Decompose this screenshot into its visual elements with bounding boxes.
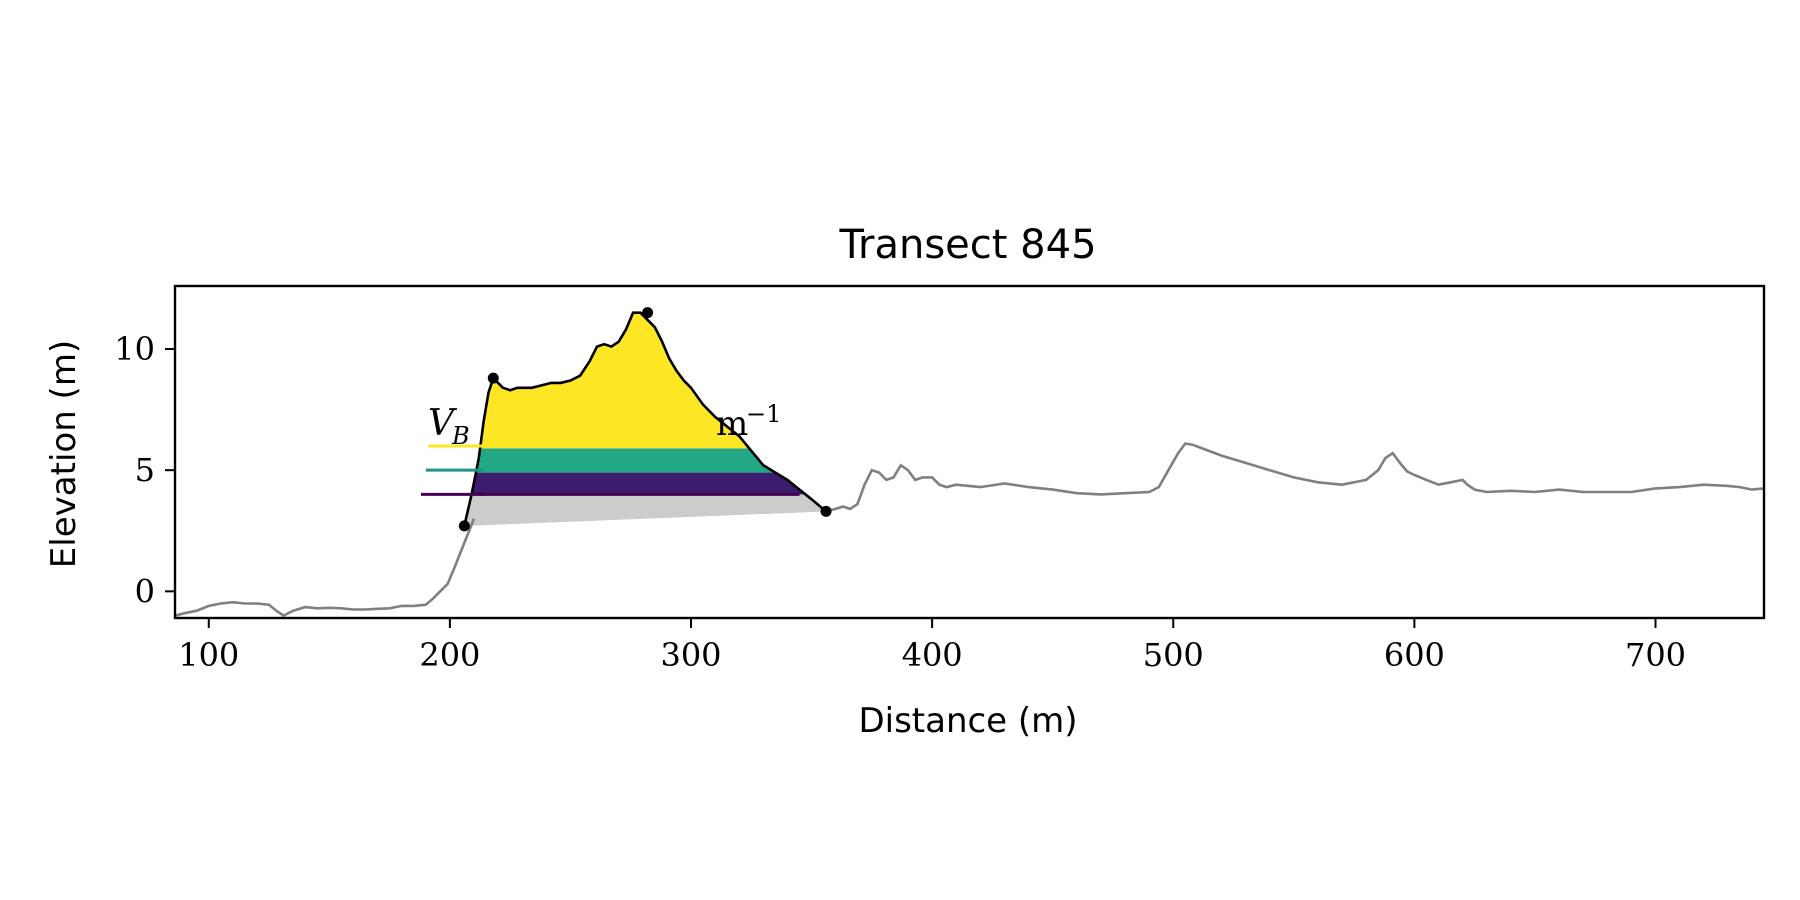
dune-point-0 (458, 520, 470, 532)
y-tick-label-2: 10 (114, 330, 155, 368)
x-tick-label-4: 500 (1143, 636, 1204, 674)
y-tick-label-1: 5 (135, 451, 155, 489)
annotation-unit-exponent: −1 (746, 400, 781, 428)
profile-line-right (825, 442, 1764, 513)
dune-point-3 (820, 505, 832, 517)
dune-outline (463, 311, 827, 527)
x-tick-label-3: 400 (902, 636, 963, 674)
y-tick-label-0: 0 (135, 572, 155, 610)
x-axis-label: Distance (m) (858, 701, 1077, 741)
dune-point-2 (642, 307, 654, 319)
dune-point-1 (487, 372, 499, 384)
x-axis-ticks: 100 200 300 400 500 600 700 (178, 618, 1686, 674)
volume-band-1 (464, 472, 826, 495)
annotation-symbol: V (428, 403, 458, 444)
annotation-subscript: B (451, 422, 470, 450)
annotation-unit: m (716, 404, 748, 444)
volume-band-2 (464, 448, 826, 473)
x-tick-label-2: 300 (660, 636, 721, 674)
x-tick-label-5: 600 (1384, 636, 1445, 674)
x-tick-label-0: 100 (178, 636, 239, 674)
x-tick-label-1: 200 (419, 636, 480, 674)
x-tick-label-6: 700 (1625, 636, 1686, 674)
profile-line-left (175, 518, 476, 618)
dune-markers (458, 307, 832, 532)
volume-annotation: V B m −1 (428, 400, 781, 450)
level-lines (420, 444, 800, 496)
plot-frame (173, 284, 1766, 620)
plot-area (175, 307, 1764, 618)
chart-title: Transect 845 (838, 222, 1096, 268)
base-wedge-fill (464, 494, 827, 526)
y-axis-label: Elevation (m) (44, 340, 84, 568)
y-axis-ticks: 0 5 10 (114, 330, 175, 610)
